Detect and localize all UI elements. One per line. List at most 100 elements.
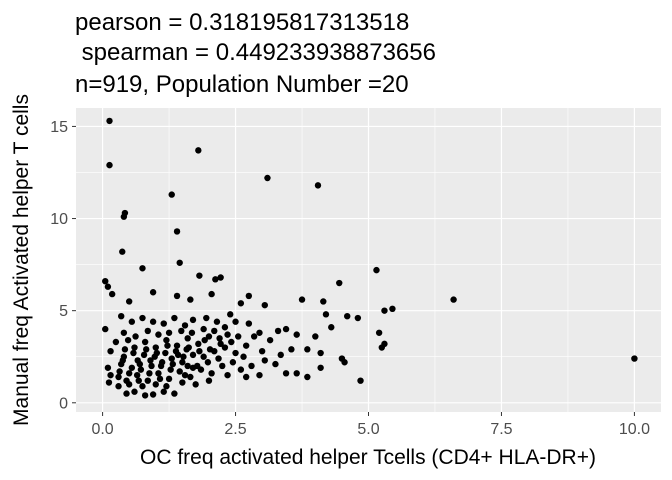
data-point — [450, 296, 457, 303]
chart-title-n: n=919, Population Number =20 — [75, 71, 409, 98]
data-point — [179, 379, 186, 386]
data-point — [221, 324, 229, 331]
data-point — [121, 346, 129, 353]
data-point — [261, 301, 268, 309]
data-point — [181, 371, 189, 379]
data-point — [237, 366, 245, 373]
data-point — [106, 161, 113, 169]
x-tick-label: 5.0 — [357, 421, 379, 438]
data-point — [317, 349, 324, 357]
data-point — [189, 351, 197, 359]
data-point — [215, 355, 222, 362]
data-point — [176, 368, 183, 375]
data-point — [176, 259, 183, 266]
data-point — [171, 390, 178, 397]
data-point — [219, 362, 226, 370]
y-axis-ticks: 0 5 10 15 — [50, 119, 76, 412]
data-point — [184, 362, 191, 370]
data-point — [130, 349, 137, 357]
data-point — [144, 377, 151, 384]
data-point — [112, 338, 120, 346]
data-point — [173, 292, 181, 300]
data-point — [232, 349, 239, 357]
data-point — [264, 174, 271, 182]
data-point — [221, 344, 229, 351]
data-point — [375, 329, 383, 336]
data-point — [149, 289, 157, 296]
data-point — [354, 314, 362, 322]
data-point — [131, 388, 138, 395]
data-point — [227, 311, 234, 318]
data-point — [217, 274, 224, 281]
data-point — [165, 375, 173, 383]
data-point — [261, 357, 268, 364]
data-point — [631, 355, 638, 362]
data-point — [119, 357, 127, 364]
data-point — [240, 353, 247, 360]
data-point — [137, 366, 145, 373]
data-point — [124, 336, 132, 344]
data-point — [213, 318, 221, 325]
data-point — [304, 346, 311, 353]
data-point — [196, 348, 203, 355]
data-point — [104, 364, 112, 371]
data-point — [322, 311, 330, 318]
data-point — [184, 335, 191, 342]
data-point — [206, 346, 214, 353]
x-axis-ticks: 0.0 2.5 5.0 7.5 10.0 — [91, 412, 650, 438]
data-point — [168, 191, 175, 198]
chart-title-pearson: pearson = 0.318195817313518 — [75, 9, 409, 36]
data-point — [146, 370, 153, 377]
data-point — [158, 359, 166, 366]
data-point — [293, 370, 300, 377]
data-point — [187, 373, 194, 381]
data-point — [245, 320, 253, 327]
data-point — [189, 316, 197, 324]
data-point — [229, 359, 237, 366]
data-point — [155, 331, 162, 338]
data-point — [139, 383, 146, 390]
data-point — [232, 318, 239, 325]
data-point — [125, 298, 133, 305]
data-point — [167, 366, 174, 373]
data-point — [341, 359, 348, 366]
data-point — [163, 336, 170, 344]
data-point — [293, 331, 300, 338]
data-point — [274, 327, 282, 335]
data-point — [119, 248, 126, 255]
data-point — [258, 348, 266, 355]
data-point — [237, 300, 245, 307]
data-point — [160, 388, 167, 395]
data-point — [304, 373, 311, 381]
data-point — [336, 279, 343, 287]
data-point — [195, 147, 202, 154]
data-point — [168, 355, 175, 362]
data-point — [133, 371, 141, 379]
data-point — [357, 377, 364, 384]
data-point — [187, 296, 194, 303]
data-point — [200, 325, 207, 333]
data-point — [106, 117, 113, 125]
data-point — [245, 292, 253, 300]
data-point — [141, 338, 149, 346]
data-point — [107, 348, 114, 355]
data-point — [373, 266, 380, 274]
data-point — [120, 213, 128, 220]
data-point — [149, 391, 157, 398]
data-point — [242, 342, 250, 349]
data-point — [140, 351, 148, 359]
data-point — [224, 371, 231, 379]
data-point — [344, 312, 351, 320]
data-point — [144, 327, 151, 335]
data-point — [298, 296, 306, 303]
y-tick-label: 0 — [59, 395, 68, 412]
data-point — [205, 377, 213, 384]
y-tick-label: 10 — [50, 211, 68, 228]
data-point — [224, 331, 231, 338]
data-point — [320, 298, 327, 305]
data-point — [116, 368, 123, 375]
data-point — [141, 392, 149, 399]
data-point — [282, 325, 290, 333]
data-point — [328, 324, 335, 331]
data-point — [178, 327, 185, 335]
